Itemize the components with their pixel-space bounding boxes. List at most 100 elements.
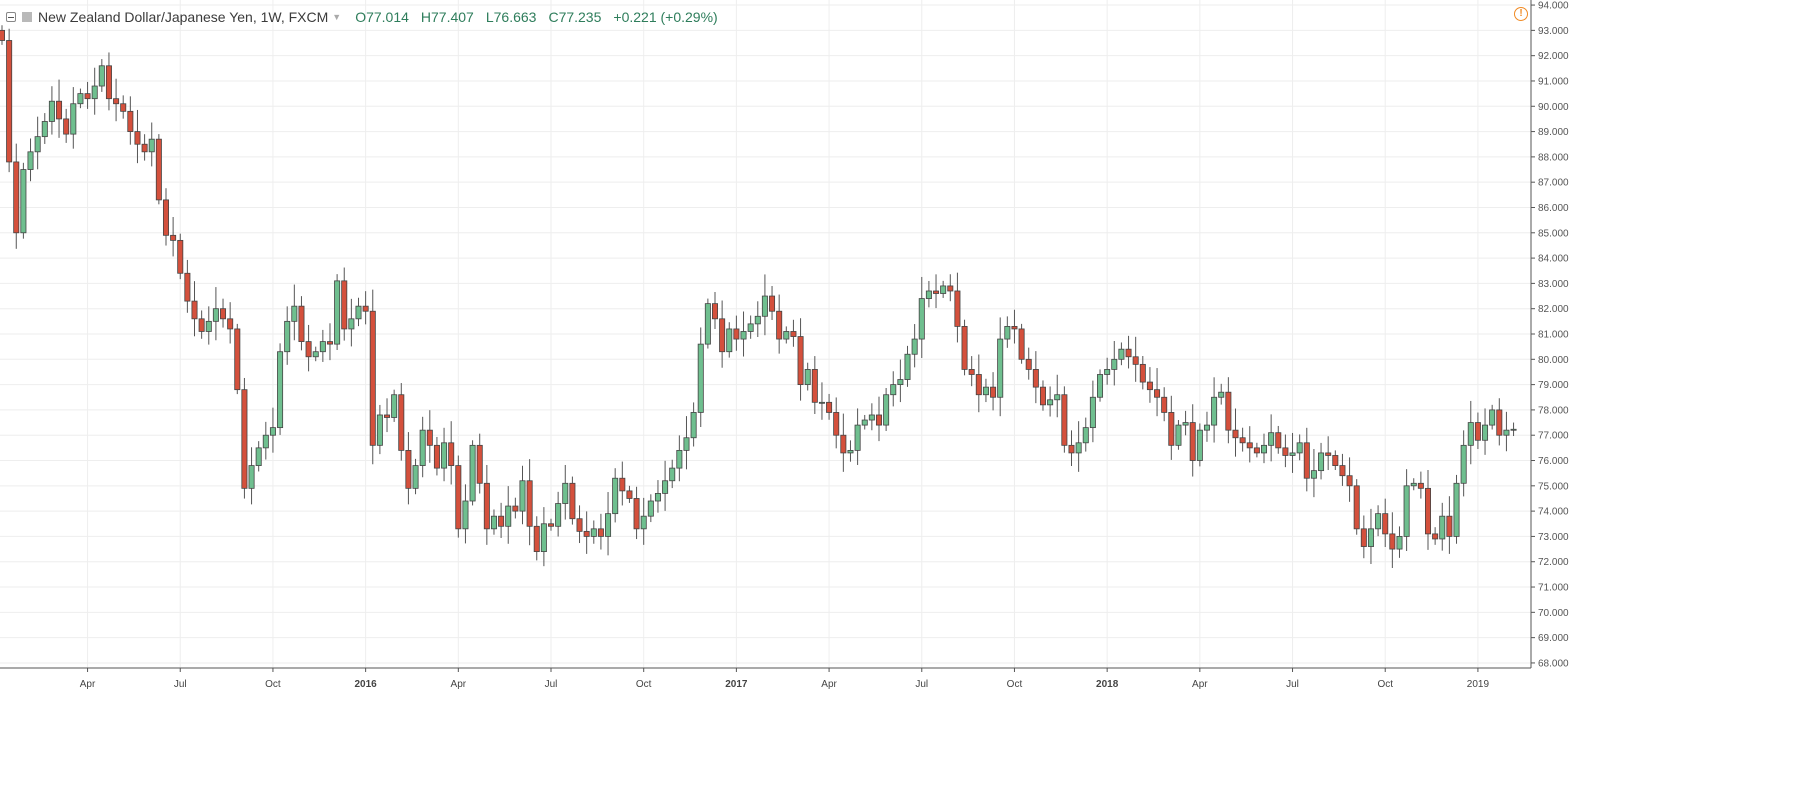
candle xyxy=(933,274,940,309)
candle xyxy=(63,108,70,143)
candle xyxy=(1375,505,1382,537)
y-tick-label: 87.000 xyxy=(1538,178,1569,189)
candle xyxy=(605,492,612,556)
y-tick-label: 84.000 xyxy=(1538,254,1569,265)
candle xyxy=(1218,383,1225,405)
candle xyxy=(1474,412,1481,450)
candle xyxy=(1396,526,1403,558)
candle xyxy=(355,297,362,327)
candle xyxy=(184,259,191,313)
candle xyxy=(954,272,961,343)
candle xyxy=(619,461,626,506)
y-tick-label: 80.000 xyxy=(1538,355,1569,366)
y-tick-label: 77.000 xyxy=(1538,431,1569,442)
candle xyxy=(1068,430,1075,467)
candle xyxy=(334,274,341,350)
candle xyxy=(1025,347,1032,380)
candle xyxy=(1061,386,1068,453)
candle xyxy=(1439,502,1446,551)
candle xyxy=(1011,309,1018,344)
y-tick-label: 82.000 xyxy=(1538,304,1569,315)
candle xyxy=(597,513,604,550)
candle xyxy=(1496,398,1503,446)
candle xyxy=(961,319,968,376)
candle xyxy=(1261,433,1268,464)
candle xyxy=(662,460,669,511)
candle xyxy=(405,432,412,505)
candle xyxy=(148,122,155,167)
x-tick-label: 2019 xyxy=(1467,679,1490,690)
candle xyxy=(562,464,569,520)
candle xyxy=(911,324,918,368)
candle xyxy=(626,485,633,503)
candle xyxy=(590,520,597,544)
candle xyxy=(1146,367,1153,403)
candle xyxy=(255,441,262,472)
candle xyxy=(319,329,326,362)
candle xyxy=(483,464,490,545)
x-tick-label: Jul xyxy=(545,679,558,690)
candle xyxy=(975,354,982,413)
minus-square-icon[interactable] xyxy=(6,12,16,22)
candle xyxy=(198,310,205,339)
y-tick-label: 74.000 xyxy=(1538,507,1569,518)
candle xyxy=(769,286,776,321)
candle xyxy=(519,465,526,525)
y-tick-label: 69.000 xyxy=(1538,633,1569,644)
candle xyxy=(1482,408,1489,455)
candle xyxy=(854,408,861,465)
candle xyxy=(1132,336,1139,382)
candle xyxy=(804,362,811,391)
candle xyxy=(1139,355,1146,390)
symbol-title[interactable]: New Zealand Dollar/Japanese Yen, 1W, FXC… xyxy=(38,9,329,25)
candle xyxy=(811,356,818,414)
candle xyxy=(41,113,48,144)
candle xyxy=(1168,395,1175,460)
candle xyxy=(947,274,954,302)
x-tick-label: Oct xyxy=(265,679,281,690)
candle xyxy=(1467,400,1474,465)
candle xyxy=(48,86,55,135)
candle xyxy=(875,396,882,442)
warning-circle-icon[interactable]: ! xyxy=(1514,7,1528,21)
candle xyxy=(940,280,947,298)
x-tick-label: Oct xyxy=(1007,679,1023,690)
candle xyxy=(305,324,312,372)
time-axis[interactable]: Apr Jul Oct 2016 Apr Jul Oct 2017 Apr Jul Oct 2018 A… xyxy=(0,667,1531,690)
candle xyxy=(469,440,476,506)
y-tick-label: 92.000 xyxy=(1538,51,1569,62)
candle xyxy=(704,298,711,349)
candle xyxy=(1111,340,1118,386)
candle xyxy=(1282,434,1289,468)
candle xyxy=(1154,368,1161,417)
candle xyxy=(13,143,20,249)
x-tick-label: Oct xyxy=(1377,679,1393,690)
high-value: H77.407 xyxy=(420,9,474,25)
close-value: C77.235 xyxy=(548,9,602,25)
candle xyxy=(840,413,847,472)
candle xyxy=(1182,410,1189,436)
candle xyxy=(398,383,405,461)
candle xyxy=(1089,380,1096,443)
candle xyxy=(412,458,419,495)
x-tick-label: Apr xyxy=(80,679,96,690)
candle xyxy=(1489,404,1496,430)
price-axis[interactable]: 68.000 69.000 70.000 71.000 72.000 73.000 74.0… xyxy=(1530,0,1569,669)
caret-down-icon[interactable]: ▼ xyxy=(332,12,342,22)
candle xyxy=(298,296,305,351)
candle xyxy=(1054,374,1061,418)
candle xyxy=(1075,421,1082,472)
candle xyxy=(1367,508,1374,565)
candle xyxy=(1189,404,1196,477)
candle xyxy=(512,497,519,519)
candle xyxy=(20,162,27,239)
x-tick-label: 2016 xyxy=(355,679,378,690)
candle xyxy=(1510,422,1517,437)
candle xyxy=(120,95,127,119)
candle xyxy=(98,59,105,92)
candle xyxy=(904,345,911,387)
candle xyxy=(997,317,1004,417)
candle xyxy=(1275,425,1282,454)
